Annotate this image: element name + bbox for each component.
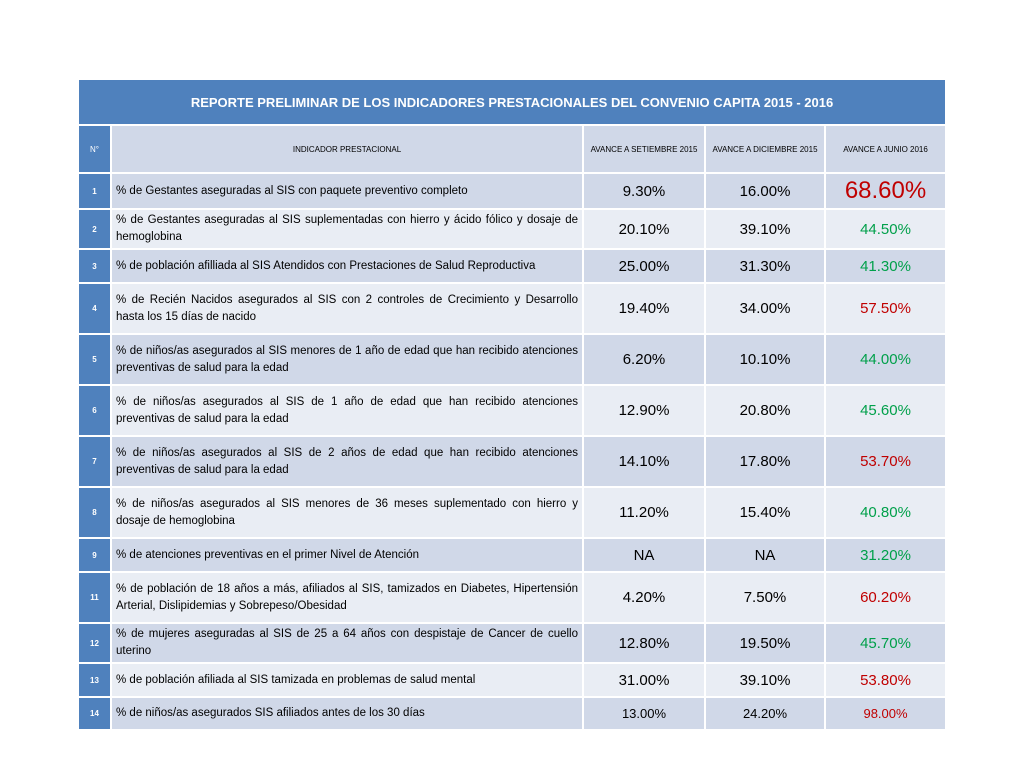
row-dic-2015: 15.40% bbox=[706, 488, 824, 537]
indicators-table: REPORTE PRELIMINAR DE LOS INDICADORES PR… bbox=[77, 78, 948, 731]
row-number: 11 bbox=[79, 573, 110, 622]
row-number: 5 bbox=[79, 335, 110, 384]
row-number: 13 bbox=[79, 664, 110, 696]
row-dic-2015: 20.80% bbox=[706, 386, 824, 435]
row-sep-2015: NA bbox=[584, 539, 704, 571]
row-indicator: % de Gestantes aseguradas al SIS con paq… bbox=[112, 174, 582, 208]
row-sep-2015: 20.10% bbox=[584, 210, 704, 248]
row-sep-2015: 12.80% bbox=[584, 624, 704, 662]
row-sep-2015: 9.30% bbox=[584, 174, 704, 208]
row-indicator: % de población afilliada al SIS Atendido… bbox=[112, 250, 582, 282]
row-jun-2016: 45.70% bbox=[826, 624, 946, 662]
row-sep-2015: 25.00% bbox=[584, 250, 704, 282]
table-row: 4% de Recién Nacidos asegurados al SIS c… bbox=[79, 284, 946, 333]
table-row: 7% de niños/as asegurados al SIS de 2 añ… bbox=[79, 437, 946, 486]
table-row: 3% de población afilliada al SIS Atendid… bbox=[79, 250, 946, 282]
table-row: 13% de población afiliada al SIS tamizad… bbox=[79, 664, 946, 696]
row-dic-2015: 39.10% bbox=[706, 210, 824, 248]
row-dic-2015: 17.80% bbox=[706, 437, 824, 486]
row-indicator: % de niños/as asegurados al SIS menores … bbox=[112, 335, 582, 384]
table-row: 14% de niños/as asegurados SIS afiliados… bbox=[79, 698, 946, 729]
row-indicator: % de población de 18 años a más, afiliad… bbox=[112, 573, 582, 622]
row-number: 12 bbox=[79, 624, 110, 662]
table-body: 1% de Gestantes aseguradas al SIS con pa… bbox=[79, 174, 946, 729]
row-jun-2016: 44.50% bbox=[826, 210, 946, 248]
row-dic-2015: 39.10% bbox=[706, 664, 824, 696]
row-number: 14 bbox=[79, 698, 110, 729]
row-number: 2 bbox=[79, 210, 110, 248]
row-number: 4 bbox=[79, 284, 110, 333]
table-row: 12% de mujeres aseguradas al SIS de 25 a… bbox=[79, 624, 946, 662]
row-dic-2015: 34.00% bbox=[706, 284, 824, 333]
row-dic-2015: 7.50% bbox=[706, 573, 824, 622]
row-indicator: % de población afiliada al SIS tamizada … bbox=[112, 664, 582, 696]
row-jun-2016: 31.20% bbox=[826, 539, 946, 571]
row-dic-2015: 24.20% bbox=[706, 698, 824, 729]
row-indicator: % de niños/as asegurados SIS afiliados a… bbox=[112, 698, 582, 729]
row-jun-2016: 41.30% bbox=[826, 250, 946, 282]
row-jun-2016: 53.70% bbox=[826, 437, 946, 486]
row-sep-2015: 4.20% bbox=[584, 573, 704, 622]
row-indicator: % de niños/as asegurados al SIS de 2 año… bbox=[112, 437, 582, 486]
row-number: 6 bbox=[79, 386, 110, 435]
row-sep-2015: 14.10% bbox=[584, 437, 704, 486]
row-dic-2015: 19.50% bbox=[706, 624, 824, 662]
row-dic-2015: 10.10% bbox=[706, 335, 824, 384]
row-indicator: % de niños/as asegurados al SIS de 1 año… bbox=[112, 386, 582, 435]
row-dic-2015: 16.00% bbox=[706, 174, 824, 208]
row-sep-2015: 12.90% bbox=[584, 386, 704, 435]
row-jun-2016: 57.50% bbox=[826, 284, 946, 333]
row-jun-2016: 44.00% bbox=[826, 335, 946, 384]
title-row: REPORTE PRELIMINAR DE LOS INDICADORES PR… bbox=[79, 80, 946, 124]
row-dic-2015: NA bbox=[706, 539, 824, 571]
row-sep-2015: 6.20% bbox=[584, 335, 704, 384]
row-jun-2016: 98.00% bbox=[826, 698, 946, 729]
row-indicator: % de mujeres aseguradas al SIS de 25 a 6… bbox=[112, 624, 582, 662]
row-jun-2016: 40.80% bbox=[826, 488, 946, 537]
row-indicator: % de Recién Nacidos asegurados al SIS co… bbox=[112, 284, 582, 333]
row-number: 1 bbox=[79, 174, 110, 208]
table-row: 5% de niños/as asegurados al SIS menores… bbox=[79, 335, 946, 384]
row-jun-2016: 60.20% bbox=[826, 573, 946, 622]
row-indicator: % de Gestantes aseguradas al SIS supleme… bbox=[112, 210, 582, 248]
table-row: 1% de Gestantes aseguradas al SIS con pa… bbox=[79, 174, 946, 208]
row-jun-2016: 53.80% bbox=[826, 664, 946, 696]
table-row: 2% de Gestantes aseguradas al SIS suplem… bbox=[79, 210, 946, 248]
table-row: 8% de niños/as asegurados al SIS menores… bbox=[79, 488, 946, 537]
row-indicator: % de niños/as asegurados al SIS menores … bbox=[112, 488, 582, 537]
table-row: 11% de población de 18 años a más, afili… bbox=[79, 573, 946, 622]
row-jun-2016: 45.60% bbox=[826, 386, 946, 435]
row-number: 7 bbox=[79, 437, 110, 486]
row-number: 3 bbox=[79, 250, 110, 282]
table-row: 6% de niños/as asegurados al SIS de 1 añ… bbox=[79, 386, 946, 435]
table-row: 9% de atenciones preventivas en el prime… bbox=[79, 539, 946, 571]
row-sep-2015: 13.00% bbox=[584, 698, 704, 729]
row-sep-2015: 11.20% bbox=[584, 488, 704, 537]
header-jun-2016: AVANCE A JUNIO 2016 bbox=[826, 126, 946, 172]
header-indicator: INDICADOR PRESTACIONAL bbox=[112, 126, 582, 172]
report-title: REPORTE PRELIMINAR DE LOS INDICADORES PR… bbox=[79, 80, 946, 124]
header-dic-2015: AVANCE A DICIEMBRE 2015 bbox=[706, 126, 824, 172]
row-number: 8 bbox=[79, 488, 110, 537]
row-jun-2016: 68.60% bbox=[826, 174, 946, 208]
row-sep-2015: 19.40% bbox=[584, 284, 704, 333]
row-dic-2015: 31.30% bbox=[706, 250, 824, 282]
header-number: N° bbox=[79, 126, 110, 172]
row-sep-2015: 31.00% bbox=[584, 664, 704, 696]
header-sep-2015: AVANCE A SETIEMBRE 2015 bbox=[584, 126, 704, 172]
row-number: 9 bbox=[79, 539, 110, 571]
row-indicator: % de atenciones preventivas en el primer… bbox=[112, 539, 582, 571]
header-row: N° INDICADOR PRESTACIONAL AVANCE A SETIE… bbox=[79, 126, 946, 172]
